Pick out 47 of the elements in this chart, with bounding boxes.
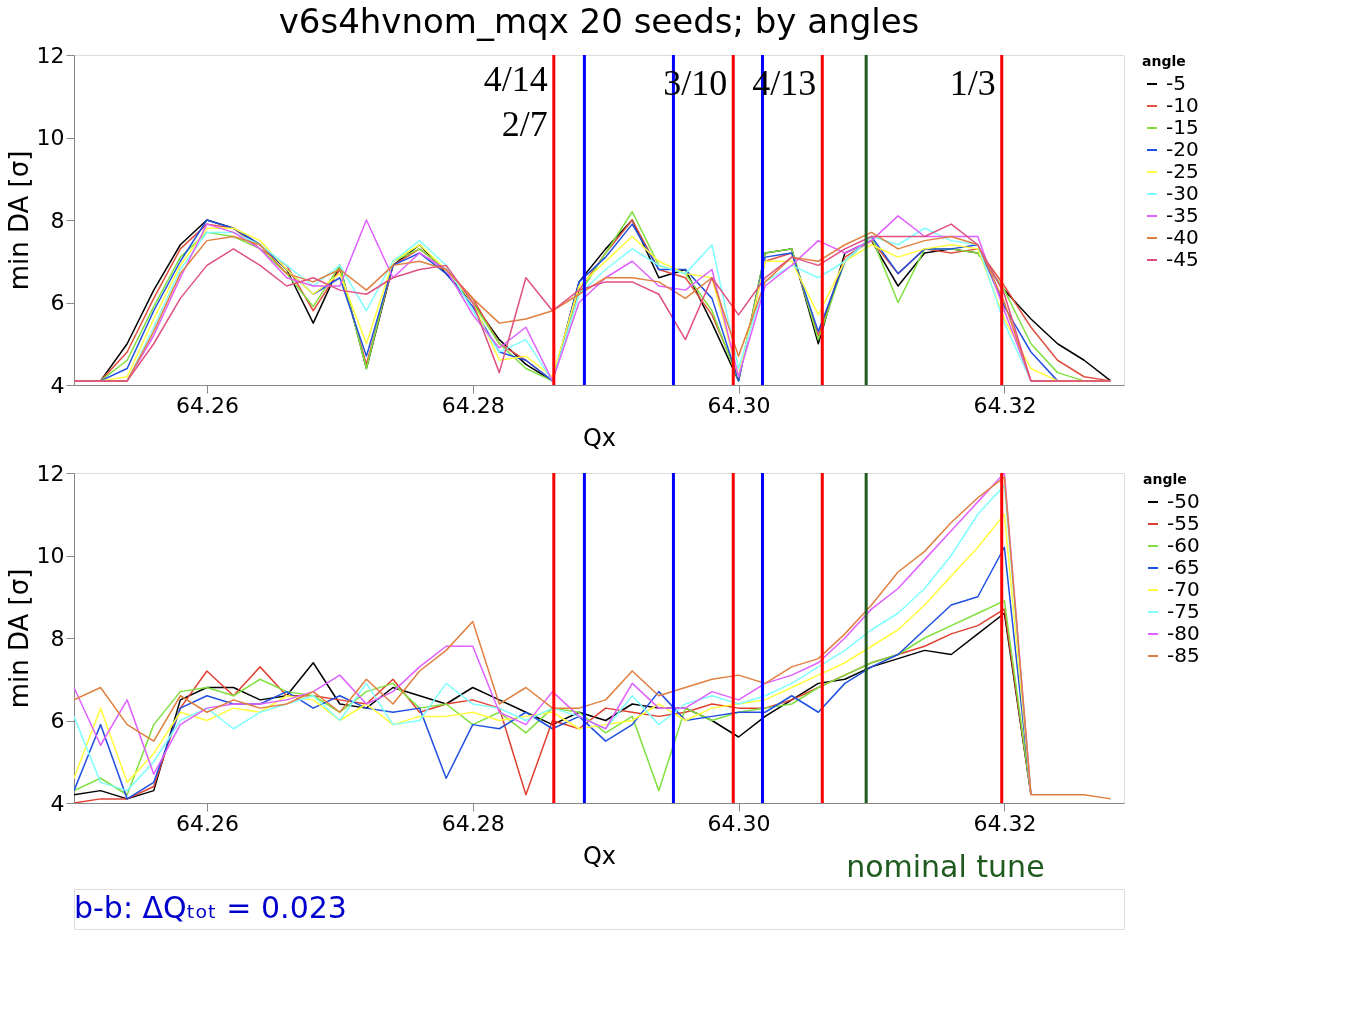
x-tick-label: 64.30 — [707, 810, 771, 836]
legend-label: -50 — [1167, 489, 1200, 513]
annotation: 2/7 — [501, 104, 548, 145]
y-tick-label: 12 — [36, 460, 65, 486]
legend-label: -60 — [1167, 533, 1200, 557]
x-axis-title: Qx — [582, 841, 617, 870]
x-tick-label: 64.28 — [441, 810, 505, 836]
x-tick-label: 64.32 — [973, 810, 1037, 836]
annotation: 4/14 — [483, 58, 548, 99]
legend-label: -30 — [1166, 181, 1199, 205]
x-tick-label: 64.26 — [175, 810, 239, 836]
x-axis-title: Qx — [582, 423, 617, 452]
legend-label: -25 — [1166, 159, 1199, 183]
y-tick-label: 8 — [50, 207, 65, 233]
legend-label: -55 — [1167, 511, 1200, 535]
legend-label: -75 — [1167, 599, 1200, 623]
legend-label: -80 — [1167, 621, 1200, 645]
x-tick-label: 64.26 — [175, 392, 239, 418]
legend-label: -15 — [1166, 115, 1199, 139]
legend-label: -10 — [1166, 93, 1199, 117]
legend-label: -5 — [1166, 71, 1186, 95]
annotation: 1/3 — [949, 62, 996, 103]
y-tick-label: 12 — [36, 42, 65, 68]
legend-title: angle — [1143, 471, 1187, 487]
y-tick-label: 4 — [50, 790, 65, 816]
y-axis-title: min DA [σ] — [3, 568, 34, 709]
legend-label: -70 — [1167, 577, 1200, 601]
x-tick-label: 64.28 — [441, 392, 505, 418]
y-tick-label: 6 — [50, 708, 65, 733]
y-tick-label: 6 — [50, 290, 65, 315]
legend-label: -65 — [1167, 555, 1200, 579]
y-axis-title: min DA [σ] — [3, 150, 34, 291]
x-tick-label: 64.32 — [973, 392, 1037, 418]
text: b-b: ΔQₜₒₜ = 0.023 — [74, 890, 347, 925]
y-tick-label: 8 — [50, 625, 65, 651]
legend-title: angle — [1142, 53, 1186, 69]
y-tick-label: 10 — [36, 125, 65, 150]
ref-line-label: nominal tune — [846, 849, 1045, 884]
y-tick-label: 4 — [50, 372, 65, 398]
x-tick-label: 64.30 — [707, 392, 771, 418]
legend-label: -85 — [1167, 643, 1200, 667]
legend-label: -35 — [1166, 203, 1199, 227]
chart-title: v6s4hvnom_mqx 20 seeds; by angles — [278, 1, 920, 41]
legend-label: -45 — [1166, 247, 1199, 271]
legend-label: -20 — [1166, 137, 1199, 161]
y-tick-label: 10 — [36, 543, 65, 568]
legend-label: -40 — [1166, 225, 1199, 249]
